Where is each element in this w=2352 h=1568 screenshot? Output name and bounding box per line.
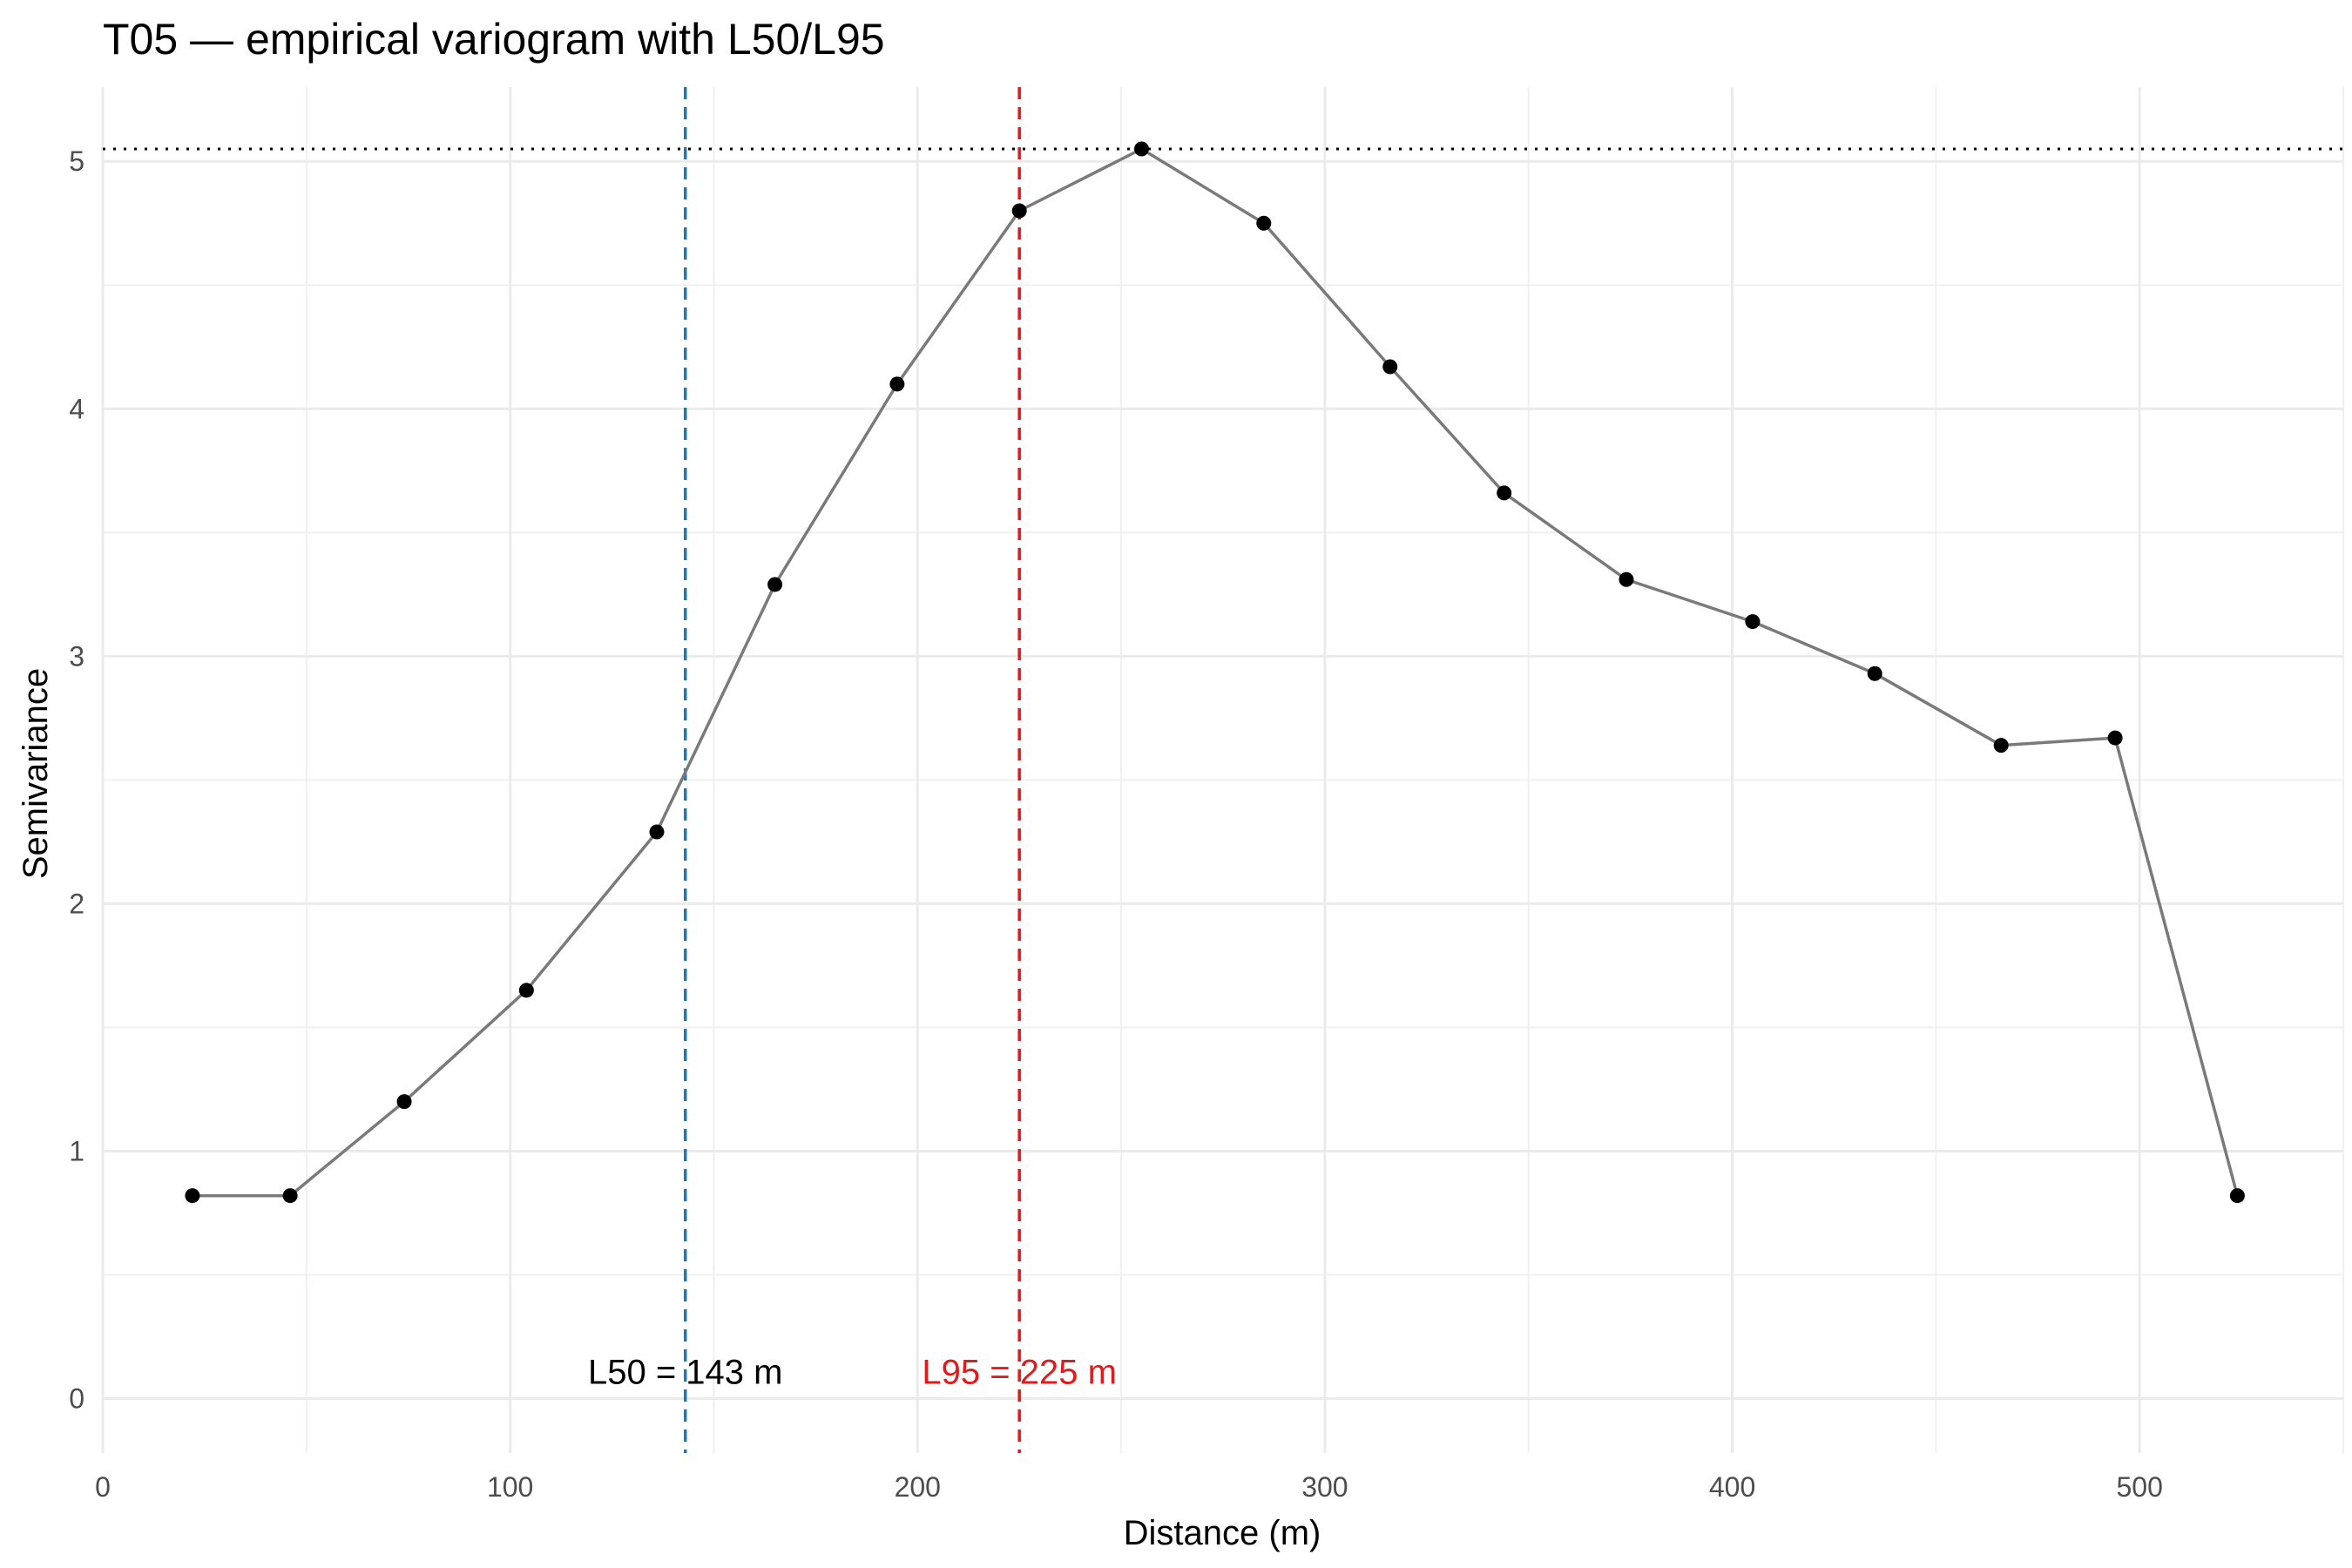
reference-lines — [103, 87, 2343, 1453]
data-point — [396, 1094, 412, 1110]
annotations: L50 = 143 m L95 = 225 m — [588, 1353, 1117, 1391]
y-tick-label: 0 — [69, 1383, 84, 1415]
x-tick-label: 500 — [2116, 1471, 2162, 1503]
l95-label: L95 = 225 m — [922, 1353, 1117, 1391]
x-tick-label: 200 — [895, 1471, 941, 1503]
data-point — [185, 1188, 200, 1204]
x-tick-label: 0 — [95, 1471, 111, 1503]
data-point — [518, 983, 534, 998]
series-line — [192, 147, 2240, 1198]
l50-label: L50 = 143 m — [588, 1353, 783, 1391]
data-point — [1993, 738, 2009, 754]
x-tick-label: 400 — [1709, 1471, 1755, 1503]
data-point — [282, 1188, 298, 1204]
data-point — [1619, 571, 1634, 587]
data-point — [1497, 485, 1512, 501]
data-point — [1745, 614, 1761, 630]
y-tick-label: 1 — [69, 1135, 84, 1166]
data-point — [1133, 141, 1149, 157]
data-point — [2229, 1188, 2245, 1204]
chart-title: T05 — empirical variogram with L50/L95 — [103, 15, 885, 64]
y-axis-title: Semivariance — [17, 668, 55, 879]
data-point — [1011, 203, 1027, 219]
data-point — [649, 824, 665, 840]
data-point — [889, 376, 905, 392]
y-tick-label: 2 — [69, 888, 84, 919]
y-tick-label: 5 — [69, 145, 84, 177]
series-layer — [185, 141, 2245, 1204]
data-point — [1867, 666, 1882, 681]
data-point — [1256, 215, 1272, 231]
data-point — [767, 577, 783, 592]
data-point — [2107, 730, 2123, 746]
y-tick-label: 3 — [69, 640, 84, 672]
data-point — [1382, 359, 1398, 375]
grid-layer — [101, 87, 2344, 1453]
x-tick-label: 300 — [1301, 1471, 1348, 1503]
y-tick-label: 4 — [69, 393, 84, 424]
tick-labels: 0 100 200 300 400 500 0 1 2 3 4 5 — [69, 145, 2163, 1503]
x-axis-title: Distance (m) — [1124, 1514, 1321, 1552]
x-tick-label: 100 — [487, 1471, 533, 1503]
